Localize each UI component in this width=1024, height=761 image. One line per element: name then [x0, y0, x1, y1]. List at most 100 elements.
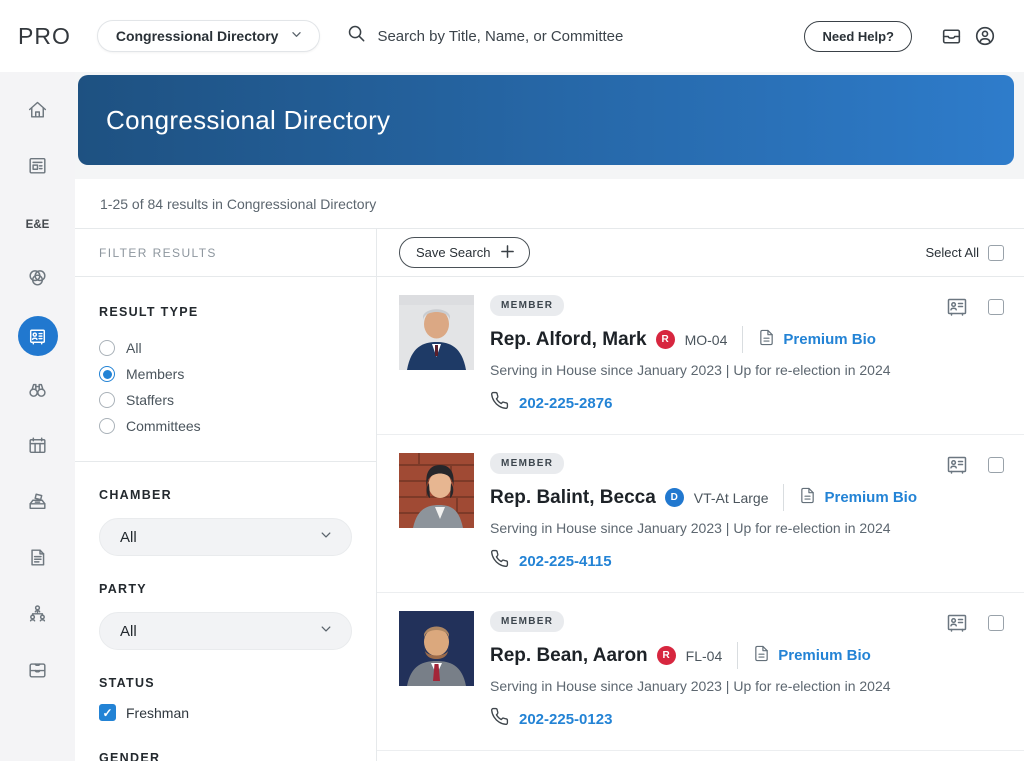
member-type-badge: MEMBER — [490, 453, 565, 474]
page-banner: Congressional Directory — [78, 75, 1014, 165]
member-photo[interactable] — [399, 453, 474, 528]
top-bar: PRO Congressional Directory Need Help? — [0, 0, 1024, 72]
result-type-label: RESULT TYPE — [99, 305, 199, 319]
member-name[interactable]: Rep. Balint, Becca — [490, 486, 656, 508]
select-all-control: Select All — [926, 244, 1004, 261]
member-district: FL-04 — [685, 647, 723, 664]
checkbox-icon[interactable]: ✓ — [99, 704, 116, 721]
contact-card-icon[interactable] — [945, 295, 969, 319]
status-option-freshman[interactable]: ✓ Freshman — [99, 704, 352, 721]
member-photo[interactable] — [399, 611, 474, 686]
member-phone-link[interactable]: 202-225-4115 — [519, 552, 612, 570]
account-icon[interactable] — [968, 19, 1002, 53]
sidebar-item-directory[interactable] — [0, 308, 75, 364]
result-type-option-staffers[interactable]: Staffers — [99, 387, 352, 413]
directory-icon — [17, 316, 58, 356]
chevron-down-icon — [290, 28, 303, 44]
save-search-label: Save Search — [416, 245, 491, 260]
sidebar-item-org-chart[interactable] — [0, 588, 75, 644]
document-icon — [799, 487, 816, 508]
divider — [737, 642, 739, 669]
global-search — [346, 23, 805, 49]
home-icon — [26, 98, 49, 126]
premium-bio-label: Premium Bio — [783, 331, 876, 348]
member-type-badge: MEMBER — [490, 295, 565, 316]
radio-label: Committees — [126, 418, 201, 434]
chamber-select[interactable]: All — [99, 518, 352, 556]
member-phone-link[interactable]: 202-225-0123 — [519, 710, 613, 728]
member-serving-text: Serving in House since January 2023 | Up… — [490, 678, 891, 694]
elections-icon — [26, 490, 49, 518]
sidebar-item-elections[interactable] — [0, 476, 75, 532]
party-badge: R — [655, 330, 675, 349]
result-type-option-all[interactable]: All — [99, 335, 352, 361]
sidebar-rail: E&E — [0, 72, 75, 761]
chevron-down-icon — [319, 622, 333, 640]
sidebar-item-news[interactable] — [0, 140, 75, 196]
search-icon — [346, 23, 367, 49]
ee-news-icon: E&E — [25, 219, 50, 231]
member-list: MEMBER Rep. Alford, Mark R MO-04 Premium… — [377, 277, 1024, 751]
need-help-button[interactable]: Need Help? — [804, 20, 912, 52]
member-select-checkbox[interactable] — [988, 615, 1004, 631]
member-select-checkbox[interactable] — [988, 457, 1004, 473]
save-search-button[interactable]: Save Search — [399, 237, 531, 268]
results-count-bar: 1-25 of 84 results in Congressional Dire… — [75, 179, 1024, 229]
contact-card-icon[interactable] — [945, 611, 969, 635]
premium-bio-link[interactable]: Premium Bio — [753, 645, 871, 666]
member-name[interactable]: Rep. Alford, Mark — [490, 328, 647, 350]
directory-switcher-label: Congressional Directory — [115, 28, 279, 44]
card-actions — [945, 611, 1004, 635]
member-district: VT-At Large — [693, 489, 769, 506]
inbox-icon — [26, 658, 49, 686]
radio-icon[interactable] — [99, 392, 115, 408]
filter-panel-title: FILTER RESULTS — [75, 229, 376, 277]
sidebar-item-inbox[interactable] — [0, 644, 75, 700]
select-all-checkbox[interactable] — [988, 244, 1004, 261]
directory-switcher-dropdown[interactable]: Congressional Directory — [96, 20, 321, 52]
member-name[interactable]: Rep. Bean, Aaron — [490, 644, 648, 666]
radio-icon[interactable] — [99, 340, 115, 356]
chamber-select-value: All — [120, 528, 137, 546]
party-select-value: All — [120, 622, 137, 640]
radio-icon[interactable] — [99, 366, 115, 382]
member-card: MEMBER Rep. Alford, Mark R MO-04 Premium… — [377, 277, 1024, 435]
sidebar-item-lookup[interactable] — [0, 364, 75, 420]
contact-card-icon[interactable] — [945, 453, 969, 477]
party-badge: R — [656, 646, 676, 665]
chevron-down-icon — [319, 528, 333, 546]
sidebar-item-topics[interactable] — [0, 252, 75, 308]
topics-icon — [26, 266, 49, 294]
status-options: ✓ Freshman — [99, 704, 352, 721]
inbox-tray-icon[interactable] — [934, 19, 968, 53]
member-photo[interactable] — [399, 295, 474, 370]
card-actions — [945, 295, 1004, 319]
sidebar-item-home[interactable] — [0, 84, 75, 140]
divider — [742, 326, 744, 353]
member-district: MO-04 — [684, 331, 728, 348]
sidebar-item-schedule[interactable] — [0, 420, 75, 476]
phone-icon — [490, 549, 509, 573]
premium-bio-link[interactable]: Premium Bio — [758, 329, 876, 350]
document-icon — [758, 329, 775, 350]
premium-bio-link[interactable]: Premium Bio — [799, 487, 917, 508]
party-select[interactable]: All — [99, 612, 352, 650]
member-card: MEMBER Rep. Bean, Aaron R FL-04 Premium … — [377, 593, 1024, 751]
member-phone-link[interactable]: 202-225-2876 — [519, 394, 613, 412]
results-toolbar: Save Search Select All — [377, 229, 1024, 277]
result-type-option-members[interactable]: Members — [99, 361, 352, 387]
plus-icon — [500, 244, 515, 262]
divider — [783, 484, 785, 511]
sidebar-item-ee-news[interactable]: E&E — [0, 196, 75, 252]
radio-label: Staffers — [126, 392, 174, 408]
sidebar-item-documents[interactable] — [0, 532, 75, 588]
divider — [75, 461, 376, 462]
party-badge: D — [664, 488, 684, 507]
member-serving-text: Serving in House since January 2023 | Up… — [490, 520, 891, 536]
search-input[interactable] — [377, 27, 805, 45]
member-select-checkbox[interactable] — [988, 299, 1004, 315]
result-type-option-committees[interactable]: Committees — [99, 413, 352, 439]
pro-logo: PRO — [18, 22, 71, 49]
radio-icon[interactable] — [99, 418, 115, 434]
